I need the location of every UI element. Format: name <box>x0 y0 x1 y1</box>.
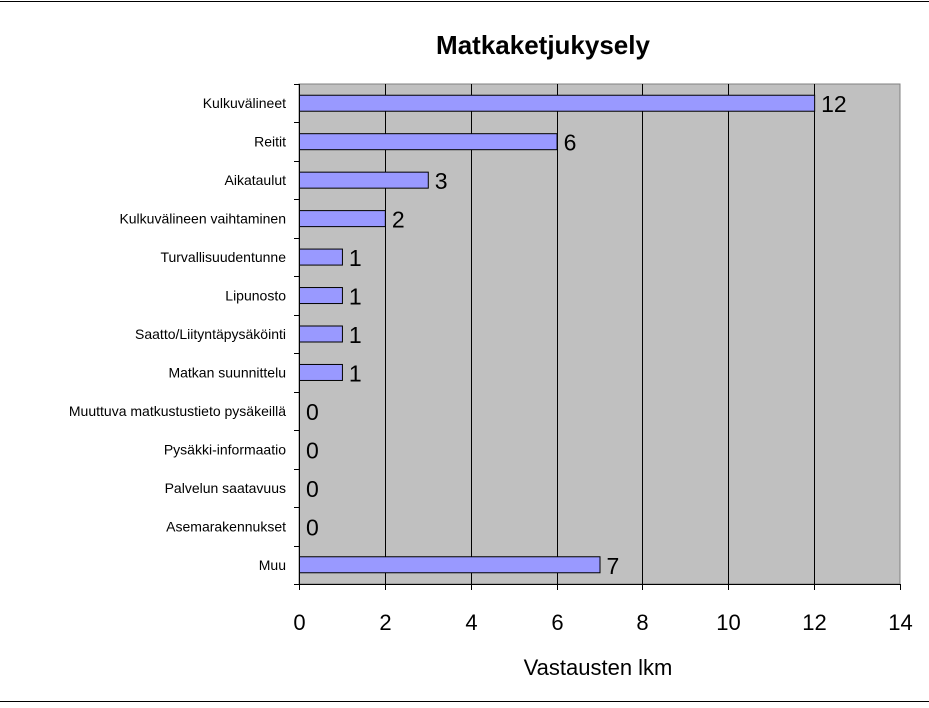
data-label: 0 <box>306 437 319 463</box>
bar <box>299 248 343 266</box>
data-label: 1 <box>349 360 362 386</box>
x-tick-label-8: 8 <box>636 610 648 635</box>
bottom-border-line <box>0 701 929 702</box>
x-tick-label-2: 2 <box>379 610 391 635</box>
category-label: Pysäkki-informaatio <box>164 441 286 457</box>
category-label: Kulkuvälineen vaihtaminen <box>119 211 286 227</box>
category-label: Muu <box>259 557 286 573</box>
data-label: 6 <box>564 130 577 156</box>
plot-area <box>298 83 901 585</box>
data-label: 1 <box>349 245 362 271</box>
data-label: 2 <box>392 207 405 233</box>
data-label: 1 <box>349 284 362 310</box>
data-label: 7 <box>607 553 620 579</box>
category-label: Palvelun saatavuus <box>165 480 286 496</box>
category-label: Matkan suunnittelu <box>168 364 286 380</box>
x-tick-label-4: 4 <box>465 610 477 635</box>
data-label: 1 <box>349 322 362 348</box>
top-border-line <box>0 1 929 2</box>
bar <box>299 94 816 112</box>
bar <box>299 133 558 151</box>
bar <box>299 210 386 228</box>
category-label: Turvallisuudentunne <box>160 249 286 265</box>
category-label: Muuttuva matkustustieto pysäkeillä <box>69 403 286 419</box>
x-axis-label: Vastausten lkm <box>524 655 673 680</box>
x-tick-label-0: 0 <box>293 610 305 635</box>
category-label: Kulkuvälineet <box>203 95 286 111</box>
data-label: 0 <box>306 399 319 425</box>
bar <box>299 363 343 381</box>
category-label: Aikataulut <box>225 172 287 188</box>
category-label: Lipunosto <box>225 288 286 304</box>
bar <box>299 325 343 343</box>
category-label: Saatto/Liityntäpysäköinti <box>135 326 286 342</box>
data-label: 0 <box>306 514 319 540</box>
chart-title: Matkaketjukysely <box>436 30 650 60</box>
bar <box>299 287 343 305</box>
data-label: 3 <box>435 168 448 194</box>
bar <box>299 171 429 189</box>
x-tick-label-10: 10 <box>716 610 740 635</box>
x-tick-label-6: 6 <box>551 610 563 635</box>
x-tick-label-14: 14 <box>888 610 912 635</box>
data-label: 12 <box>821 91 847 117</box>
category-label: Asemarakennukset <box>166 518 286 534</box>
x-tick-label-12: 12 <box>802 610 826 635</box>
bar <box>299 556 601 574</box>
data-label: 0 <box>306 476 319 502</box>
category-label: Reitit <box>254 134 286 150</box>
